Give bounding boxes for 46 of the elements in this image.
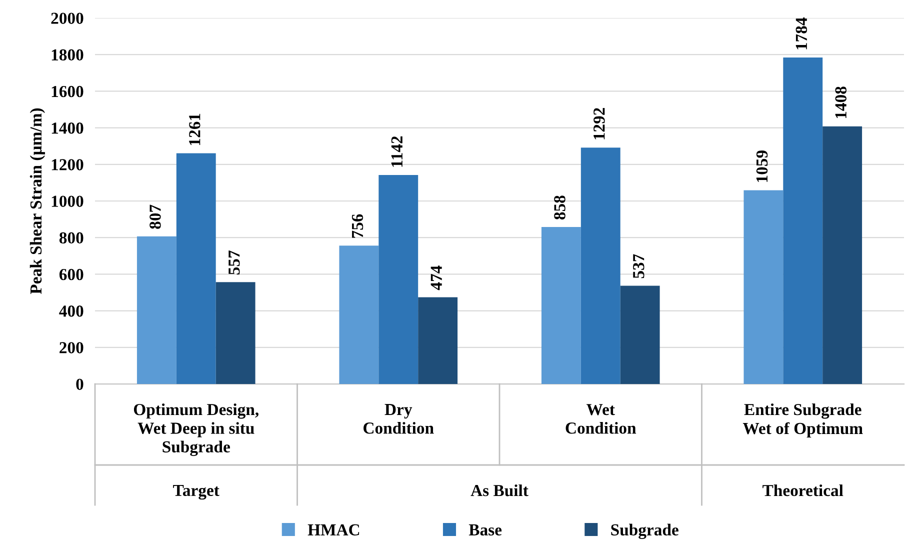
y-tick-label: 2000 (51, 12, 84, 24)
text: As Built (470, 484, 528, 496)
bar (822, 126, 862, 384)
bar (176, 153, 216, 384)
bar (339, 246, 379, 384)
data-label: 557 (228, 250, 240, 274)
y-tick-label: 0 (76, 378, 84, 390)
y-tick-label: 800 (59, 232, 84, 244)
text: Target (173, 484, 220, 500)
x-tick-label: Dry Condition (364, 404, 434, 434)
bar (783, 58, 823, 384)
x-tick-label: Entire Subgrade Wet of Optimum (742, 403, 863, 438)
data-label: 1784 (796, 18, 808, 50)
legend-label: HMAC (308, 524, 360, 536)
y-tick-label: 600 (59, 268, 84, 280)
data-label: 1059 (756, 150, 768, 182)
data-label: 537 (633, 254, 644, 278)
data-label: 1142 (391, 136, 402, 167)
bar (418, 297, 458, 384)
bar (580, 148, 620, 384)
y-axis-title: Peak Shear Strain (µm/m) (30, 108, 45, 294)
data-label: 807 (150, 204, 161, 229)
bar (378, 175, 418, 384)
y-tick-label: 400 (59, 306, 84, 317)
data-label: 474 (430, 266, 442, 290)
y-tick-label: 1600 (52, 86, 84, 98)
x-tick-label: Wet Condition (566, 404, 636, 434)
legend-label: Subgrade (611, 524, 678, 539)
y-tick-label: 1800 (52, 49, 84, 61)
data-label: 858 (554, 196, 566, 220)
x-tick-label: Optimum Design, Wet Deep in situ Subgrade (134, 403, 258, 456)
y-tick-label: 1400 (52, 122, 84, 134)
text: Theoretical (762, 484, 844, 496)
data-label: 756 (352, 214, 364, 238)
bar (744, 190, 784, 384)
y-tick-label: 200 (60, 342, 84, 354)
bar (136, 236, 176, 384)
data-label: 1261 (189, 114, 200, 145)
data-label: 1292 (594, 108, 605, 140)
y-tick-label: 1000 (52, 196, 84, 207)
bar (541, 226, 581, 384)
legend-label: Base (468, 524, 502, 536)
bar (216, 282, 256, 384)
data-label: 1408 (835, 86, 846, 118)
bar (620, 286, 660, 384)
y-tick-label: 1200 (52, 159, 84, 170)
